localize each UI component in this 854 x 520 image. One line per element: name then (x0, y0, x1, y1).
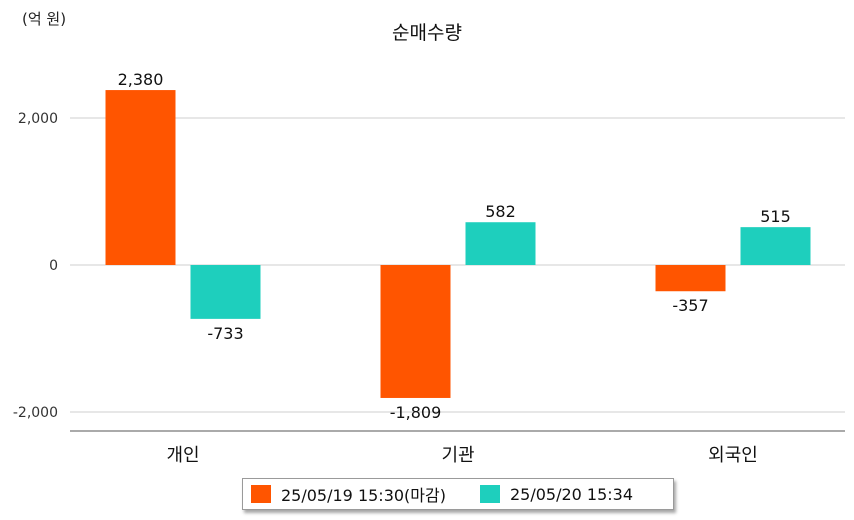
x-tick-label: 개인 (166, 445, 199, 466)
bar (740, 227, 811, 265)
bar (105, 90, 176, 265)
y-tick-label: 2,000 (18, 111, 58, 127)
data-label: -733 (207, 324, 243, 343)
data-label: -357 (672, 296, 708, 315)
legend-label-series-2: 25/05/20 15:34 (509, 484, 634, 504)
legend-item-series-1: 25/05/19 15:30(마감) (251, 482, 446, 506)
bar (380, 265, 451, 398)
data-label: -1,809 (390, 403, 442, 422)
y-tick-label: 0 (49, 258, 58, 274)
legend-item-series-2: 25/05/20 15:34 (479, 484, 634, 504)
y-tick-label: -2,000 (13, 405, 58, 421)
unit-label: (억 원) (22, 10, 67, 28)
data-label: 2,380 (118, 70, 164, 89)
bar (190, 265, 261, 319)
bar-chart: 2,000 0 -2,000 2,380 -1,809 -357 -733 582 515 개인 기… (13, 70, 845, 466)
bar (465, 222, 536, 265)
legend-swatch-series-2 (479, 485, 500, 503)
chart-legend: 25/05/19 15:30(마감) 25/05/20 15:34 (242, 478, 674, 510)
bar (655, 265, 726, 292)
legend-label-series-1: 25/05/19 15:30(마감) (281, 486, 446, 505)
x-tick-label: 기관 (441, 445, 474, 466)
x-tick-label: 외국인 (708, 445, 758, 466)
data-label: 515 (760, 207, 791, 226)
legend-swatch-series-1 (251, 485, 271, 503)
chart-title: 순매수량 (392, 22, 462, 44)
data-label: 582 (485, 202, 516, 221)
